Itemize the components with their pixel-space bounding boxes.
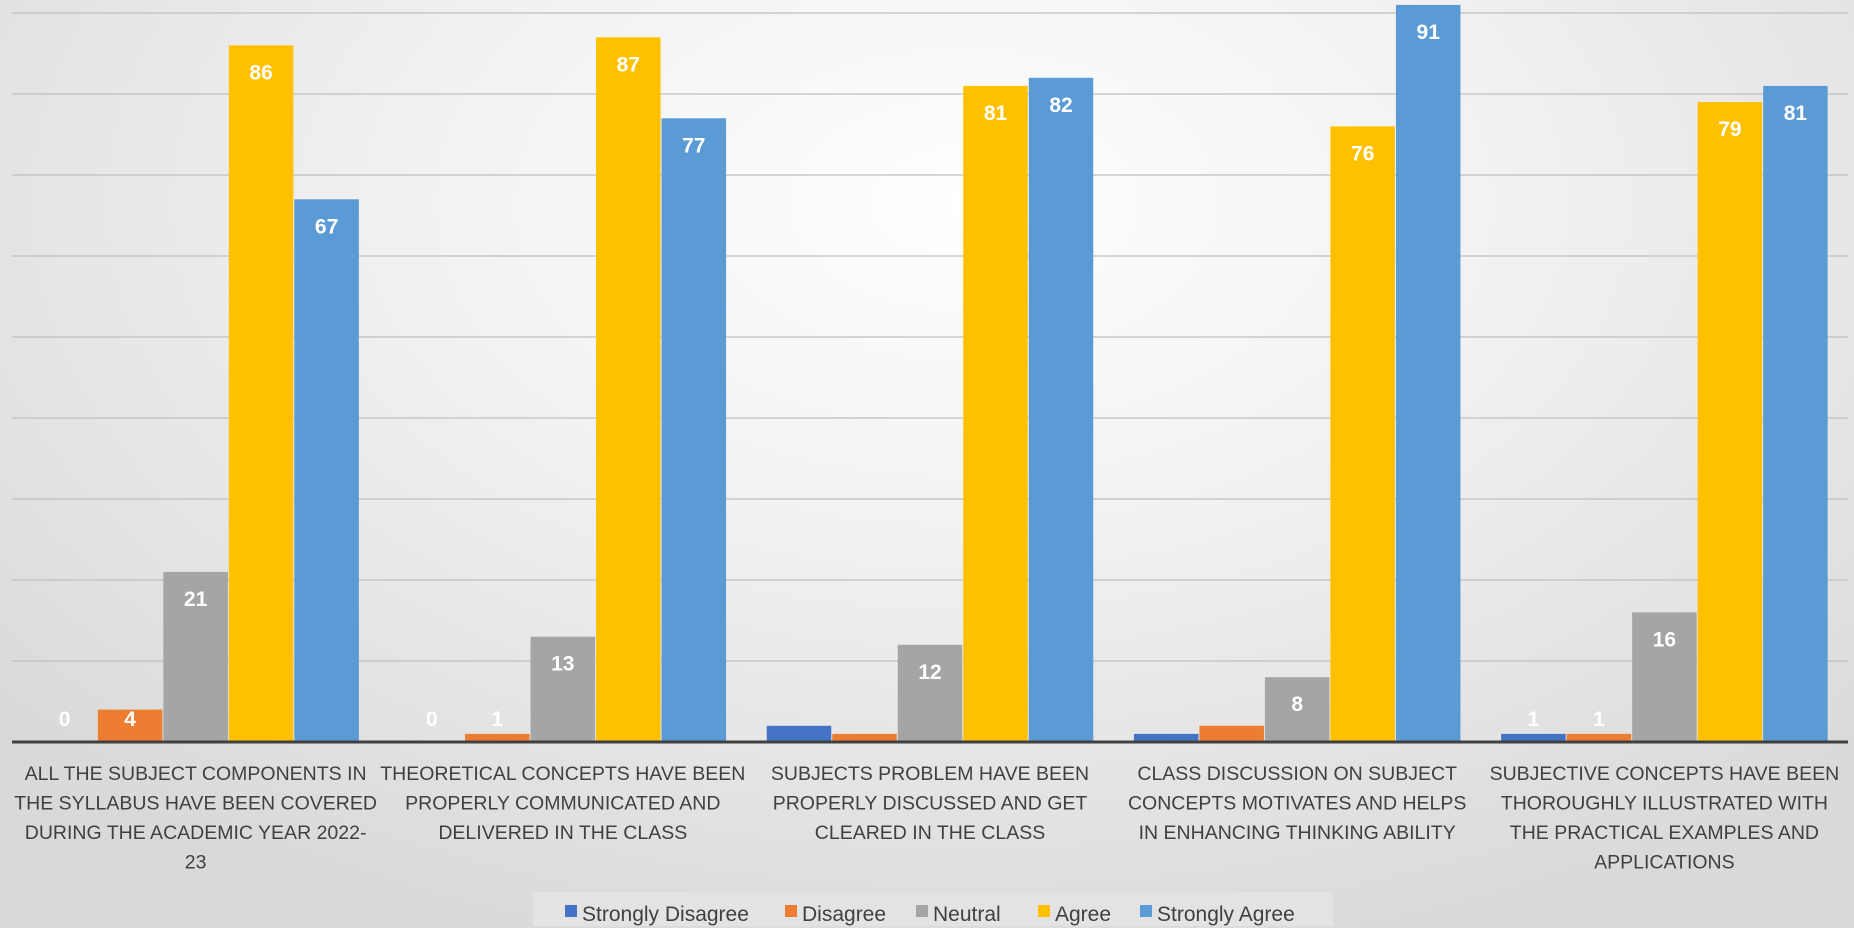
- category-label-line: SUBJECTIVE CONCEPTS HAVE BEEN: [1490, 763, 1840, 785]
- bar-data-label: 12: [918, 661, 941, 684]
- bar-data-label: 0: [59, 708, 71, 731]
- bar: [1395, 4, 1461, 742]
- legend-entry: Strongly Disagree: [582, 903, 749, 926]
- bar-data-label: 8: [1291, 693, 1303, 716]
- bar-data-label: 81: [984, 102, 1008, 125]
- bar-data-label: 87: [617, 53, 640, 76]
- bar: [228, 45, 294, 742]
- category-label-line: THE PRACTICAL EXAMPLES AND: [1510, 822, 1819, 844]
- bar-data-label: 77: [682, 134, 705, 157]
- category-label-line: SUBJECTS PROBLEM HAVE BEEN: [771, 763, 1089, 785]
- category-label-line: CLEARED IN THE CLASS: [815, 822, 1045, 844]
- bar-data-label: 1: [491, 708, 503, 731]
- bar: [1028, 77, 1094, 743]
- category-label-line: THE SYLLABUS HAVE BEEN COVERED: [14, 793, 377, 815]
- bar-data-label: 1: [1528, 708, 1540, 731]
- category-label-line: DURING THE ACADEMIC YEAR 2022-: [25, 822, 367, 844]
- category-label-line: ALL THE SUBJECT COMPONENTS IN: [25, 763, 367, 785]
- bar: [963, 85, 1028, 742]
- bar: [1697, 102, 1763, 743]
- category-label-line: THEORETICAL CONCEPTS HAVE BEEN: [380, 763, 745, 785]
- bar-data-label: 79: [1718, 118, 1741, 141]
- category-label-line: PROPERLY COMMUNICATED AND: [405, 793, 720, 815]
- bar: [1632, 612, 1697, 742]
- bar-data-label: 13: [551, 653, 574, 676]
- legend-entry: Neutral: [933, 903, 1001, 926]
- legend-swatch: [785, 905, 797, 917]
- legend-entry: Strongly Agree: [1157, 903, 1295, 926]
- bar: [163, 571, 228, 742]
- bar: [97, 709, 163, 742]
- bar: [465, 733, 530, 742]
- category-tick-label: CLASS DISCUSSION ON SUBJECT CONCEPTS MOTI…: [1128, 763, 1466, 844]
- bar: [1264, 677, 1330, 742]
- category-label-line: CLASS DISCUSSION ON SUBJECT: [1137, 763, 1457, 785]
- bar: [897, 644, 963, 742]
- category-label-line: CONCEPTS MOTIVATES AND HELPS: [1128, 793, 1466, 815]
- bar: [1199, 725, 1264, 742]
- category-tick-label: ALL THE SUBJECT COMPONENTS IN THE SYLLABU…: [14, 763, 377, 874]
- category-label-line: 23: [185, 852, 207, 874]
- bar-data-label: 21: [184, 588, 208, 611]
- bar-data-label: 91: [1417, 21, 1441, 44]
- category-label-line: THOROUGHLY ILLUSTRATED WITH: [1501, 793, 1828, 815]
- bar: [1501, 733, 1566, 742]
- bar-data-label: 82: [1049, 94, 1072, 117]
- bar: [294, 199, 359, 743]
- category-tick-label: SUBJECTIVE CONCEPTS HAVE BEEN THOROUGHLY …: [1490, 763, 1840, 874]
- bar-data-label: 16: [1653, 628, 1676, 651]
- legend-box: [533, 892, 1333, 926]
- bar: [1566, 733, 1632, 742]
- bar-data-label: 81: [1784, 102, 1808, 125]
- category-label-line: DELIVERED IN THE CLASS: [438, 822, 687, 844]
- bar-data-label: 76: [1351, 142, 1374, 165]
- bar: [766, 725, 832, 742]
- legend-swatch: [916, 905, 928, 917]
- legend-entry: Agree: [1055, 903, 1111, 926]
- legend-swatch: [565, 905, 577, 917]
- bar-data-label: 0: [426, 708, 438, 731]
- category-label-line: APPLICATIONS: [1594, 852, 1735, 874]
- bar: [1133, 733, 1199, 742]
- legend-swatch: [1038, 905, 1050, 917]
- category-tick-label: THEORETICAL CONCEPTS HAVE BEEN PROPERLY C…: [380, 763, 745, 844]
- bar-data-label: 4: [124, 708, 136, 731]
- legend-entry: Disagree: [802, 903, 886, 926]
- bar: [596, 37, 661, 743]
- bar-data-label: 86: [249, 61, 272, 84]
- bar: [1330, 126, 1395, 742]
- category-tick-label: SUBJECTS PROBLEM HAVE BEEN PROPERLY DISCU…: [771, 763, 1089, 844]
- category-label-line: PROPERLY DISCUSSED AND GET: [773, 793, 1088, 815]
- category-label-line: IN ENHANCING THINKING ABILITY: [1139, 822, 1456, 844]
- bar: [661, 118, 727, 743]
- bar: [530, 636, 596, 742]
- bar-data-label: 1: [1593, 708, 1605, 731]
- legend-swatch: [1140, 905, 1152, 917]
- bar: [832, 733, 897, 742]
- bar-data-label: 67: [315, 215, 338, 238]
- bar: [1763, 85, 1828, 742]
